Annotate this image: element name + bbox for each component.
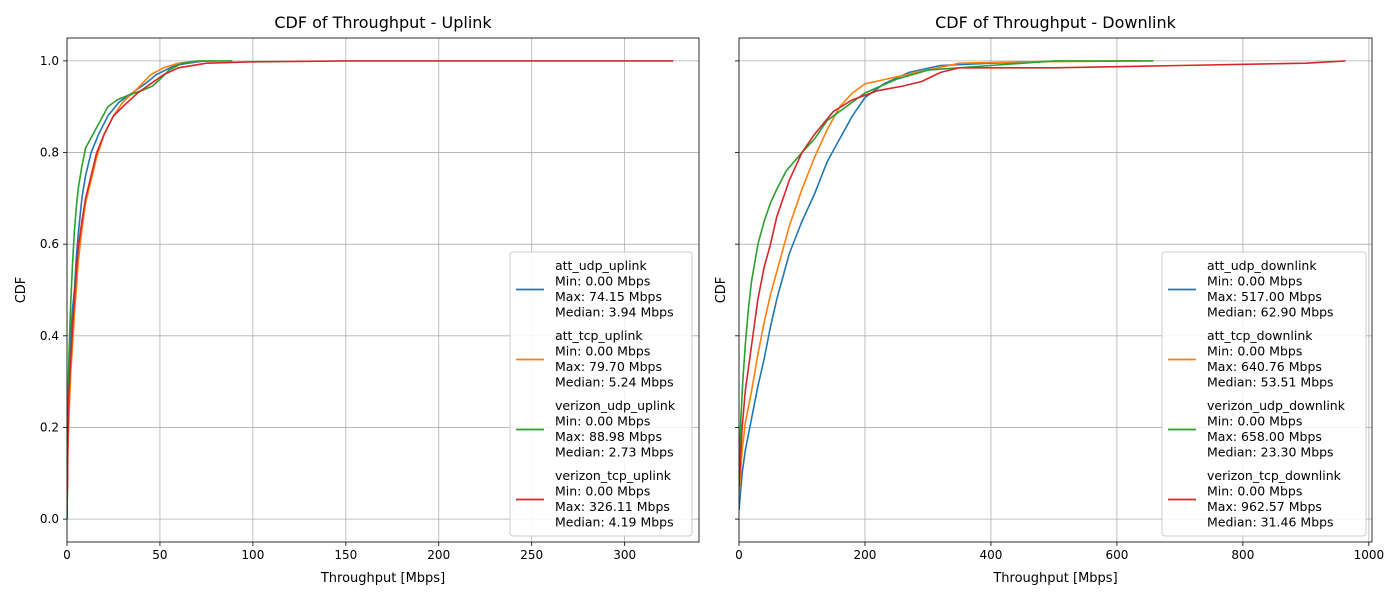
legend-entry-text: Max: 326.11 Mbps bbox=[555, 499, 670, 514]
chart-panel-downlink: 0 200 400 600 800 1000 CDF of Throughput - Dow… bbox=[714, 13, 1384, 586]
x-tick-label: 250 bbox=[520, 548, 543, 562]
legend-entry-text: Median: 4.19 Mbps bbox=[555, 515, 674, 530]
y-tick-label: 0.0 bbox=[40, 512, 59, 526]
x-tick-label: 0 bbox=[63, 548, 71, 562]
plot-frame bbox=[738, 37, 1373, 543]
x-axis-label: Throughput [Mbps] bbox=[320, 571, 445, 586]
legend-entry-text: verizon_tcp_downlink bbox=[1207, 468, 1342, 483]
legend-entry-text: Median: 5.24 Mbps bbox=[555, 375, 674, 390]
legend-entry-text: Min: 0.00 Mbps bbox=[555, 414, 650, 429]
x-tick-label: 100 bbox=[241, 548, 264, 562]
series-line-att_udp_downlink bbox=[739, 60, 1065, 510]
legend-entry-text: Max: 658.00 Mbps bbox=[1207, 429, 1322, 444]
legend-entry-text: Median: 62.90 Mbps bbox=[1207, 305, 1334, 320]
series-line-verizon_tcp_uplink bbox=[67, 60, 674, 520]
legend-entry-text: Min: 0.00 Mbps bbox=[555, 274, 650, 289]
y-axis-label: CDF bbox=[714, 277, 729, 304]
legend-entry-text: Median: 3.94 Mbps bbox=[555, 305, 674, 320]
legend-entry-text: att_tcp_uplink bbox=[555, 328, 643, 343]
y-tick-label: 1.0 bbox=[40, 54, 59, 68]
series-line-att_udp_uplink bbox=[67, 60, 205, 520]
x-tick-label: 200 bbox=[427, 548, 450, 562]
legend-entry-text: Min: 0.00 Mbps bbox=[555, 344, 650, 359]
legend-entry-text: Min: 0.00 Mbps bbox=[555, 484, 650, 499]
plot-frame bbox=[66, 37, 700, 543]
chart-panel-uplink: 0 50 100 150 200 250 300 0.0 0.2 0.4 0.6 0.8 1.0 CDF … bbox=[14, 13, 700, 586]
legend-entry-text: Median: 2.73 Mbps bbox=[555, 445, 674, 460]
legend-entry-text: Min: 0.00 Mbps bbox=[1207, 274, 1302, 289]
series-line-att_tcp_downlink bbox=[739, 60, 1143, 497]
legend-entry-text: Median: 31.46 Mbps bbox=[1207, 515, 1334, 530]
chart-title: CDF of Throughput - Uplink bbox=[274, 13, 492, 32]
legend-entry-text: Min: 0.00 Mbps bbox=[1207, 484, 1302, 499]
legend-entry-text: Max: 88.98 Mbps bbox=[555, 429, 662, 444]
legend-entry-text: Max: 517.00 Mbps bbox=[1207, 289, 1322, 304]
y-tick-label: 0.4 bbox=[40, 329, 59, 343]
legend-box bbox=[509, 251, 693, 537]
x-tick-label: 800 bbox=[1231, 548, 1254, 562]
legend-entry-text: Max: 962.57 Mbps bbox=[1207, 499, 1322, 514]
x-tick-label: 600 bbox=[1105, 548, 1128, 562]
legend-box bbox=[1161, 251, 1367, 537]
x-axis-label: Throughput [Mbps] bbox=[992, 571, 1117, 586]
x-tick-label: 0 bbox=[735, 548, 743, 562]
legend-entry-text: Median: 53.51 Mbps bbox=[1207, 375, 1334, 390]
y-tick-label: 0.8 bbox=[40, 146, 59, 160]
chart-title: CDF of Throughput - Downlink bbox=[935, 13, 1177, 32]
legend-entry-text: att_udp_downlink bbox=[1207, 258, 1317, 273]
y-axis-label: CDF bbox=[14, 277, 29, 304]
x-tick-label: 1000 bbox=[1354, 548, 1385, 562]
legend-entry-text: att_udp_uplink bbox=[555, 258, 647, 273]
legend-entry-text: Max: 640.76 Mbps bbox=[1207, 359, 1322, 374]
legend-entry-text: Max: 79.70 Mbps bbox=[555, 359, 662, 374]
legend-entry-text: verizon_udp_downlink bbox=[1207, 398, 1346, 413]
x-tick-label: 200 bbox=[854, 548, 877, 562]
legend-entry-text: Median: 23.30 Mbps bbox=[1207, 445, 1334, 460]
series-line-verizon_tcp_downlink bbox=[739, 60, 1346, 488]
legend-entry-text: att_tcp_downlink bbox=[1207, 328, 1313, 343]
x-tick-label: 50 bbox=[152, 548, 167, 562]
legend-entry-text: verizon_udp_uplink bbox=[555, 398, 676, 413]
legend-entry-text: Min: 0.00 Mbps bbox=[1207, 414, 1302, 429]
legend-entry-text: Min: 0.00 Mbps bbox=[1207, 344, 1302, 359]
legend-entry-text: verizon_tcp_uplink bbox=[555, 468, 672, 483]
series-line-att_tcp_uplink bbox=[67, 60, 216, 520]
x-tick-label: 150 bbox=[334, 548, 357, 562]
x-tick-label: 300 bbox=[613, 548, 636, 562]
series-line-verizon_udp_uplink bbox=[67, 60, 233, 520]
y-tick-label: 0.2 bbox=[40, 420, 59, 434]
y-tick-label: 0.6 bbox=[40, 237, 59, 251]
x-tick-label: 400 bbox=[979, 548, 1002, 562]
series-line-verizon_udp_downlink bbox=[739, 60, 1154, 474]
legend-entry-text: Max: 74.15 Mbps bbox=[555, 289, 662, 304]
